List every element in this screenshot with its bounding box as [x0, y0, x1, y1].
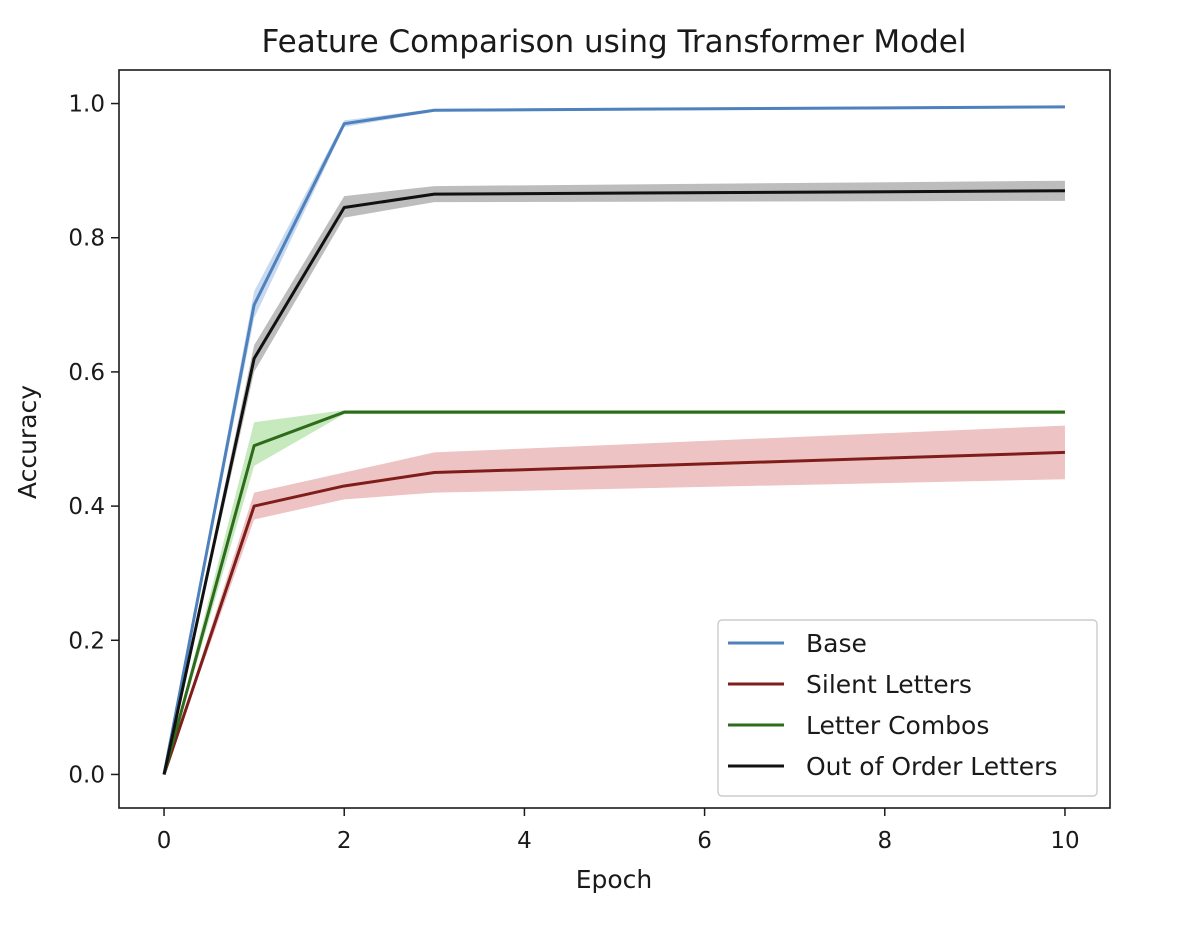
x-tick-label: 2	[337, 828, 352, 854]
legend: Base Silent Letters Letter Combos Out of Or…	[717, 619, 1098, 797]
legend-label-letter-combos: Letter Combos	[806, 711, 989, 740]
y-tick-label: 0.4	[68, 494, 105, 520]
line-letter-combos	[162, 410, 1065, 775]
y-axis-label: Accuracy	[13, 385, 42, 499]
x-axis-label: Epoch	[576, 865, 653, 894]
legend-label-silent-letters: Silent Letters	[806, 670, 972, 699]
y-tick-label: 1.0	[68, 92, 105, 118]
y-tick-label: 0.2	[68, 628, 105, 654]
x-tick-label: 10	[1050, 828, 1079, 854]
plot-frame	[118, 69, 1111, 809]
y-tick-label: 0.6	[68, 360, 105, 386]
x-tick-label: 8	[877, 828, 892, 854]
legend-label-out-of-order-letters: Out of Order Letters	[806, 752, 1057, 781]
y-axis-ticks: 0.0 0.2 0.4 0.6 0.8 1.0	[68, 92, 119, 788]
legend-label-base: Base	[806, 629, 867, 658]
y-tick-label: 0.0	[68, 762, 105, 788]
y-tick-label: 0.8	[68, 226, 105, 252]
band-silent-letters	[164, 425, 1065, 775]
chart-title: Feature Comparison using Transformer Mod…	[262, 24, 967, 60]
legend-box	[717, 619, 1098, 797]
x-axis-ticks: 0 2 4 6 8 10	[157, 808, 1080, 854]
x-tick-label: 0	[157, 828, 172, 854]
x-tick-label: 6	[697, 828, 712, 854]
line-base	[162, 105, 1065, 775]
x-tick-label: 4	[517, 828, 532, 854]
line-out-of-order-letters	[162, 189, 1065, 775]
line-silent-letters	[162, 450, 1066, 775]
series-lines	[162, 105, 1066, 775]
